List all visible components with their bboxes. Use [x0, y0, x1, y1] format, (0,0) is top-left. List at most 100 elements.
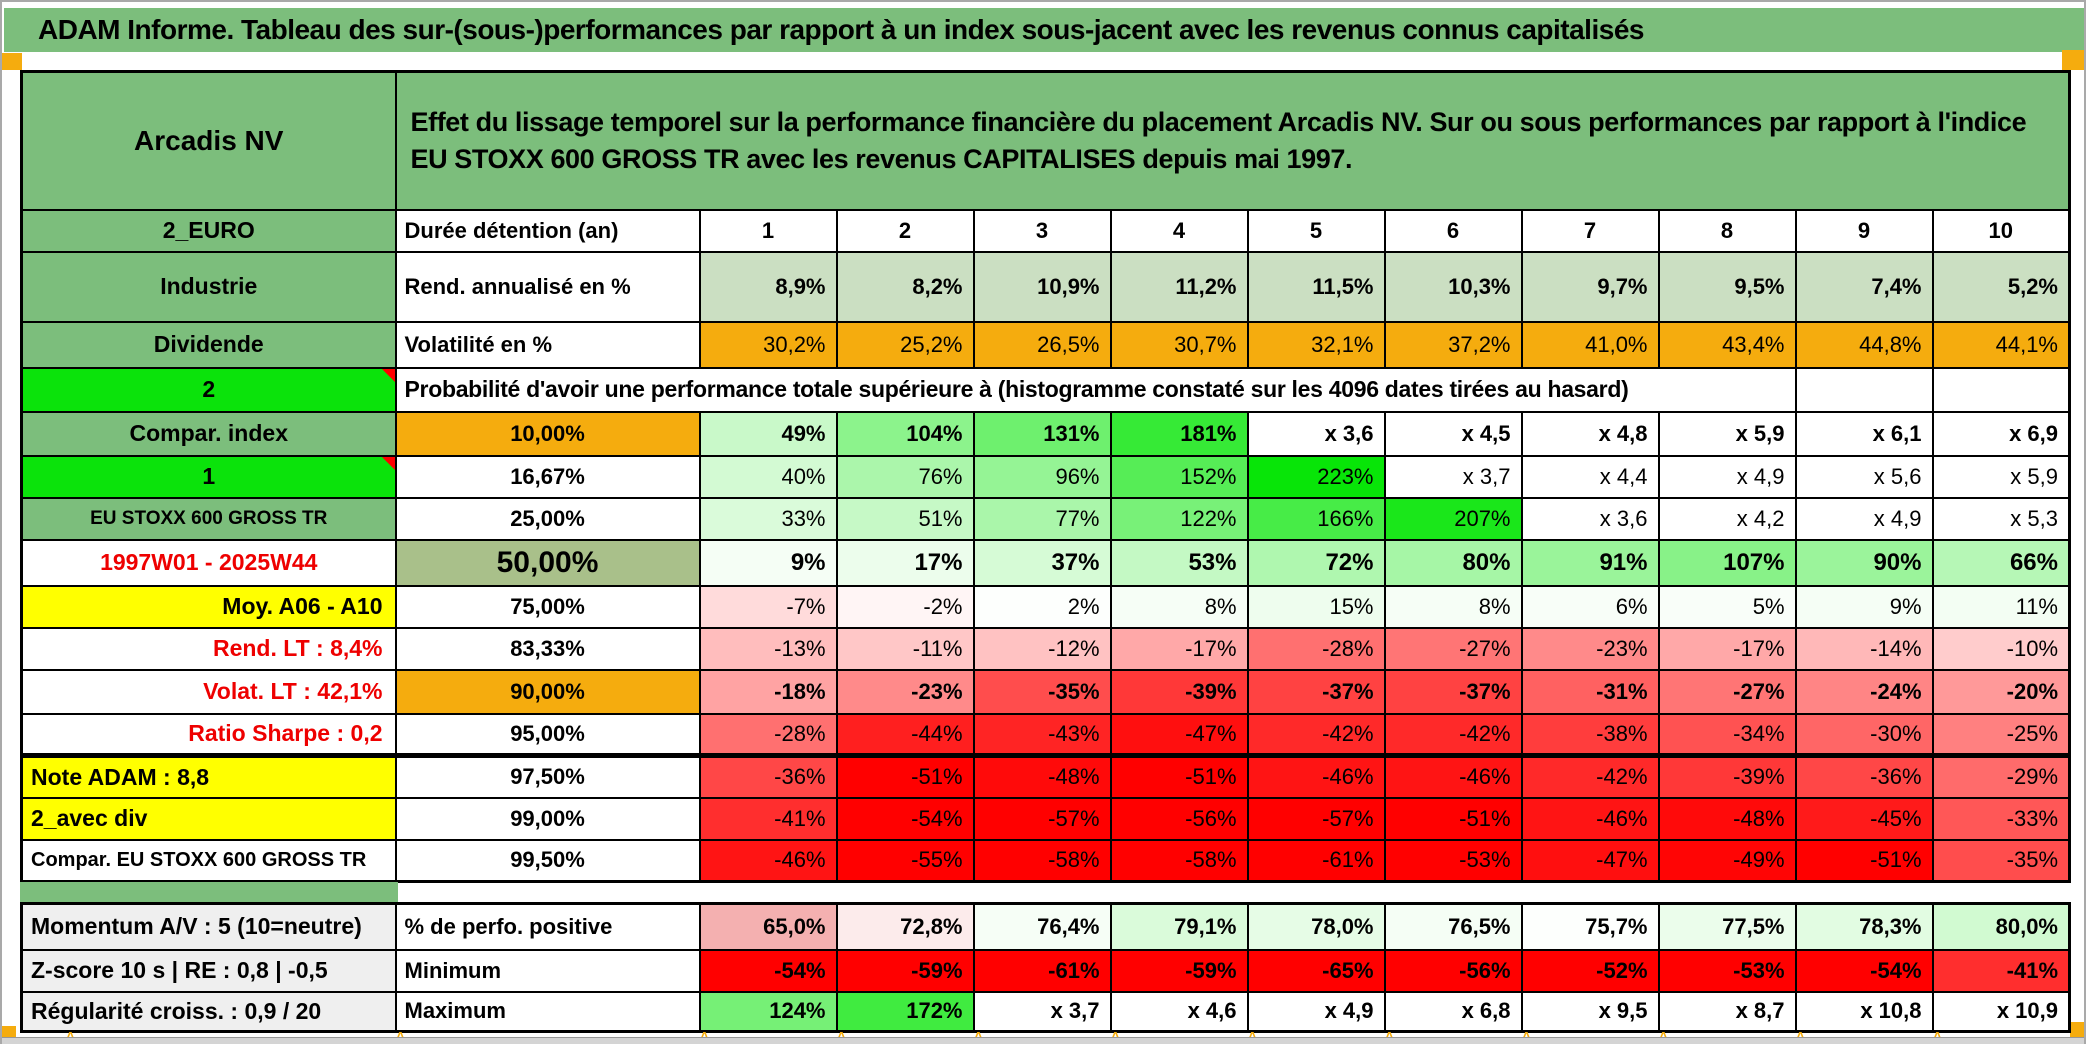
value-cell[interactable]: 9,7% [1520, 250, 1660, 323]
row-label-cell[interactable]: EU STOXX 600 GROSS TR [20, 496, 397, 541]
row-label-cell[interactable]: 1 [20, 454, 397, 499]
value-cell[interactable]: -23% [835, 668, 975, 715]
value-cell[interactable]: -61% [1246, 838, 1386, 883]
value-cell[interactable]: 80% [1383, 538, 1523, 587]
value-cell[interactable]: 9% [698, 538, 838, 587]
value-cell[interactable]: 80,0% [1931, 902, 2071, 951]
value-cell[interactable]: -29% [1931, 754, 2071, 799]
value-cell[interactable]: x 6,1 [1794, 410, 1934, 457]
value-cell[interactable]: -57% [1246, 796, 1386, 841]
value-cell[interactable]: 8,2% [835, 250, 975, 323]
value-cell[interactable]: 6% [1520, 584, 1660, 629]
value-cell[interactable]: 11% [1931, 584, 2071, 629]
value-cell[interactable]: -46% [1383, 754, 1523, 799]
column-header-cell[interactable]: 2 [835, 208, 975, 253]
value-cell[interactable]: -25% [1931, 712, 2071, 758]
value-cell[interactable]: 78,0% [1246, 902, 1386, 951]
value-cell[interactable]: -31% [1520, 668, 1660, 715]
value-cell[interactable]: -28% [1246, 626, 1386, 671]
value-cell[interactable]: x 3,7 [972, 990, 1112, 1033]
row-header-cell[interactable]: 10,00% [394, 410, 701, 457]
value-cell[interactable]: -42% [1383, 712, 1523, 758]
value-cell[interactable]: -52% [1520, 948, 1660, 993]
row-header-cell[interactable]: Maximum [394, 990, 701, 1033]
column-header-cell[interactable]: 6 [1383, 208, 1523, 253]
row-header-cell[interactable]: 50,00% [394, 538, 701, 587]
probability-header-cell[interactable]: Probabilité d'avoir une performance tota… [394, 366, 1797, 413]
value-cell[interactable]: -53% [1657, 948, 1797, 993]
column-header-cell[interactable]: 5 [1246, 208, 1386, 253]
value-cell[interactable]: x 5,9 [1931, 454, 2071, 499]
value-cell[interactable]: -43% [972, 712, 1112, 758]
value-cell[interactable]: 33% [698, 496, 838, 541]
value-cell[interactable]: -30% [1794, 712, 1934, 758]
column-header-cell[interactable]: 7 [1520, 208, 1660, 253]
value-cell[interactable]: -27% [1657, 668, 1797, 715]
column-header-cell[interactable]: 3 [972, 208, 1112, 253]
value-cell[interactable]: -23% [1520, 626, 1660, 671]
value-cell[interactable]: -39% [1657, 754, 1797, 799]
value-cell[interactable]: 91% [1520, 538, 1660, 587]
value-cell[interactable]: 43,4% [1657, 320, 1797, 369]
empty-cell[interactable] [1794, 366, 1934, 413]
value-cell[interactable]: 77% [972, 496, 1112, 541]
row-label-cell[interactable]: Volat. LT : 42,1% [20, 668, 397, 715]
value-cell[interactable]: 152% [1109, 454, 1249, 499]
value-cell[interactable]: -54% [698, 948, 838, 993]
value-cell[interactable]: x 4,9 [1657, 454, 1797, 499]
value-cell[interactable]: x 4,2 [1657, 496, 1797, 541]
value-cell[interactable]: 17% [835, 538, 975, 587]
value-cell[interactable]: -51% [1794, 838, 1934, 883]
value-cell[interactable]: -46% [1520, 796, 1660, 841]
row-label-cell[interactable]: Compar. index [20, 410, 397, 457]
value-cell[interactable]: 90% [1794, 538, 1934, 587]
value-cell[interactable]: 122% [1109, 496, 1249, 541]
row-header-cell[interactable]: 25,00% [394, 496, 701, 541]
value-cell[interactable]: 44,1% [1931, 320, 2071, 369]
value-cell[interactable]: 26,5% [972, 320, 1112, 369]
value-cell[interactable]: -17% [1109, 626, 1249, 671]
value-cell[interactable]: -57% [972, 796, 1112, 841]
value-cell[interactable]: 77,5% [1657, 902, 1797, 951]
row-header-cell[interactable]: 99,50% [394, 838, 701, 883]
value-cell[interactable]: -11% [835, 626, 975, 671]
row-label-cell[interactable]: Note ADAM : 8,8 [20, 754, 397, 799]
value-cell[interactable]: x 4,8 [1520, 410, 1660, 457]
value-cell[interactable]: 37% [972, 538, 1112, 587]
value-cell[interactable]: -2% [835, 584, 975, 629]
row-header-cell[interactable]: Minimum [394, 948, 701, 993]
value-cell[interactable]: -35% [972, 668, 1112, 715]
value-cell[interactable]: 8% [1383, 584, 1523, 629]
row-header-cell[interactable]: Rend. annualisé en % [394, 250, 701, 323]
value-cell[interactable]: 49% [698, 410, 838, 457]
row-header-cell[interactable]: 90,00% [394, 668, 701, 715]
value-cell[interactable]: 11,2% [1109, 250, 1249, 323]
value-cell[interactable]: 7,4% [1794, 250, 1934, 323]
column-header-cell[interactable]: 8 [1657, 208, 1797, 253]
value-cell[interactable]: -41% [1931, 948, 2071, 993]
value-cell[interactable]: 51% [835, 496, 975, 541]
value-cell[interactable]: -36% [698, 754, 838, 799]
value-cell[interactable]: 30,2% [698, 320, 838, 369]
value-cell[interactable]: -53% [1383, 838, 1523, 883]
value-cell[interactable]: x 4,6 [1109, 990, 1249, 1033]
value-cell[interactable]: x 4,5 [1383, 410, 1523, 457]
value-cell[interactable]: -51% [1109, 754, 1249, 799]
value-cell[interactable]: x 6,8 [1383, 990, 1523, 1033]
value-cell[interactable]: 172% [835, 990, 975, 1033]
value-cell[interactable]: -48% [1657, 796, 1797, 841]
value-cell[interactable]: -51% [835, 754, 975, 799]
value-cell[interactable]: 78,3% [1794, 902, 1934, 951]
value-cell[interactable]: -20% [1931, 668, 2071, 715]
value-cell[interactable]: -46% [698, 838, 838, 883]
value-cell[interactable]: -39% [1109, 668, 1249, 715]
row-header-cell[interactable]: 97,50% [394, 754, 701, 799]
value-cell[interactable]: -46% [1246, 754, 1386, 799]
row-label-cell[interactable]: Dividende [20, 320, 397, 369]
value-cell[interactable]: 131% [972, 410, 1112, 457]
value-cell[interactable]: 44,8% [1794, 320, 1934, 369]
column-header-cell[interactable]: 4 [1109, 208, 1249, 253]
value-cell[interactable]: -48% [972, 754, 1112, 799]
value-cell[interactable]: -18% [698, 668, 838, 715]
value-cell[interactable]: 8,9% [698, 250, 838, 323]
